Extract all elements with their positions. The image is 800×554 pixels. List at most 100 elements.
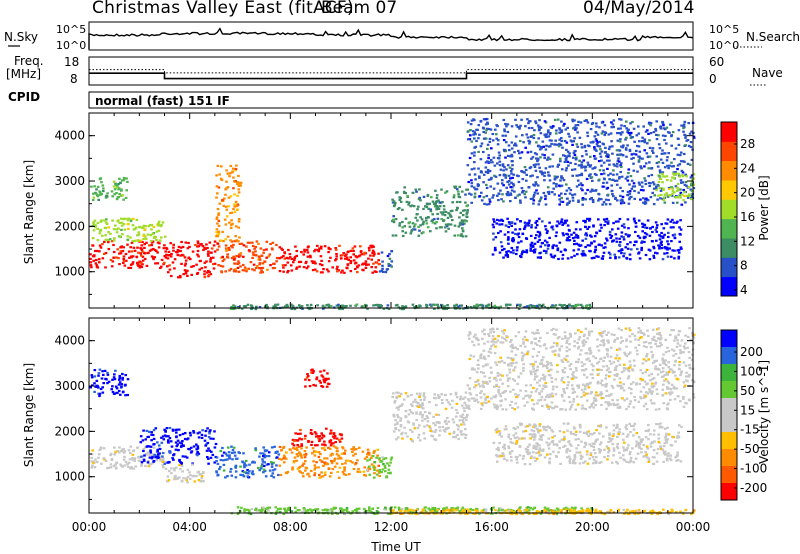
heatmap-cell <box>654 367 657 370</box>
heatmap-cell <box>620 329 623 332</box>
heatmap-cell <box>179 276 182 279</box>
heatmap-cell <box>615 162 619 165</box>
heatmap-cell <box>239 181 243 184</box>
heatmap-cell <box>519 303 522 306</box>
heatmap-cell <box>226 256 230 259</box>
heatmap-cell <box>508 149 511 152</box>
heatmap-cell <box>316 248 320 252</box>
heatmap-cell <box>120 385 123 388</box>
heatmap-cell <box>240 242 244 245</box>
heatmap-cell <box>618 149 622 152</box>
heatmap-cell <box>314 268 317 271</box>
heatmap-cell <box>143 246 146 249</box>
heatmap-cell <box>440 188 443 191</box>
heatmap-cell <box>234 225 238 228</box>
heatmap-cell <box>98 232 102 235</box>
heatmap-cell <box>619 153 623 156</box>
heatmap-cell <box>150 255 154 258</box>
heatmap-cell <box>643 138 647 141</box>
heatmap-cell <box>152 256 155 259</box>
heatmap-cell <box>608 145 612 148</box>
heatmap-cell <box>607 220 610 223</box>
heatmap-cell <box>318 263 322 266</box>
heatmap-cell <box>152 258 155 261</box>
heatmap-cell <box>590 390 593 393</box>
heatmap-cell <box>140 261 143 264</box>
heatmap-cell <box>296 467 300 471</box>
heatmap-cell <box>662 383 665 386</box>
heatmap-cell <box>567 164 570 167</box>
heatmap-cell <box>676 378 680 381</box>
heatmap-cell <box>656 373 660 376</box>
heatmap-cell <box>399 200 403 203</box>
heatmap-cell <box>254 447 257 450</box>
heatmap-cell <box>139 252 142 255</box>
heatmap-cell <box>129 445 133 448</box>
heatmap-cell <box>664 351 668 354</box>
heatmap-cell <box>509 303 512 306</box>
heatmap-cell <box>683 342 687 345</box>
heatmap-cell <box>564 249 567 252</box>
heatmap-cell <box>237 188 241 191</box>
heatmap-cell <box>488 376 491 379</box>
heatmap-cell <box>465 416 468 419</box>
heatmap-cell <box>689 367 692 370</box>
heatmap-cell <box>213 446 217 449</box>
heatmap-cell <box>626 218 630 221</box>
heatmap-cell <box>462 407 466 410</box>
heatmap-cell <box>561 377 564 380</box>
heatmap-cell <box>676 182 680 186</box>
heatmap-cell <box>567 187 571 190</box>
heatmap-cell <box>633 140 636 143</box>
heatmap-cell <box>325 304 328 307</box>
heatmap-cell <box>466 413 469 416</box>
heatmap-cell <box>614 256 617 259</box>
heatmap-cell <box>449 393 453 396</box>
heatmap-cell <box>634 230 637 234</box>
heatmap-cell <box>595 231 598 234</box>
heatmap-cell <box>279 449 283 452</box>
heatmap-cell <box>545 241 549 244</box>
heatmap-cell <box>379 460 383 463</box>
heatmap-cell <box>588 347 592 350</box>
heatmap-cell <box>585 376 589 379</box>
heatmap-cell <box>510 155 514 158</box>
heatmap-cell <box>246 303 250 306</box>
heatmap-cell <box>464 436 467 439</box>
heatmap-cell <box>157 220 161 223</box>
heatmap-cell <box>300 305 304 308</box>
heatmap-cell <box>619 384 623 387</box>
heatmap-cell <box>416 426 420 429</box>
heatmap-cell <box>299 453 302 456</box>
heatmap-cell <box>612 163 616 166</box>
heatmap-cell <box>584 198 587 201</box>
heatmap-cell <box>418 188 421 191</box>
heatmap-cell <box>551 191 554 194</box>
heatmap-cell <box>447 420 451 423</box>
heatmap-cell <box>296 455 300 458</box>
heatmap-cell <box>629 136 633 139</box>
heatmap-cell <box>566 360 570 363</box>
heatmap-cell <box>548 236 551 239</box>
heatmap-cell <box>207 254 210 257</box>
heatmap-cell <box>466 138 470 141</box>
heatmap-cell <box>475 188 479 191</box>
heatmap-cell <box>579 164 583 167</box>
heatmap-cell <box>627 375 631 378</box>
heatmap-cell <box>493 385 496 388</box>
heatmap-cell <box>663 246 667 249</box>
heatmap-cell <box>572 151 576 155</box>
heatmap-cell <box>679 160 683 163</box>
heatmap-cell <box>536 124 540 127</box>
heatmap-cell <box>570 256 573 259</box>
heatmap-cell <box>179 246 183 249</box>
heatmap-cell <box>501 163 505 166</box>
heatmap-cell <box>644 371 647 374</box>
heatmap-cell <box>655 155 658 158</box>
heatmap-cell <box>498 393 502 396</box>
heatmap-cell <box>168 268 172 271</box>
heatmap-cell <box>319 255 323 258</box>
heatmap-cell <box>116 196 120 199</box>
heatmap-cell <box>507 180 511 183</box>
heatmap-cell <box>156 441 159 444</box>
